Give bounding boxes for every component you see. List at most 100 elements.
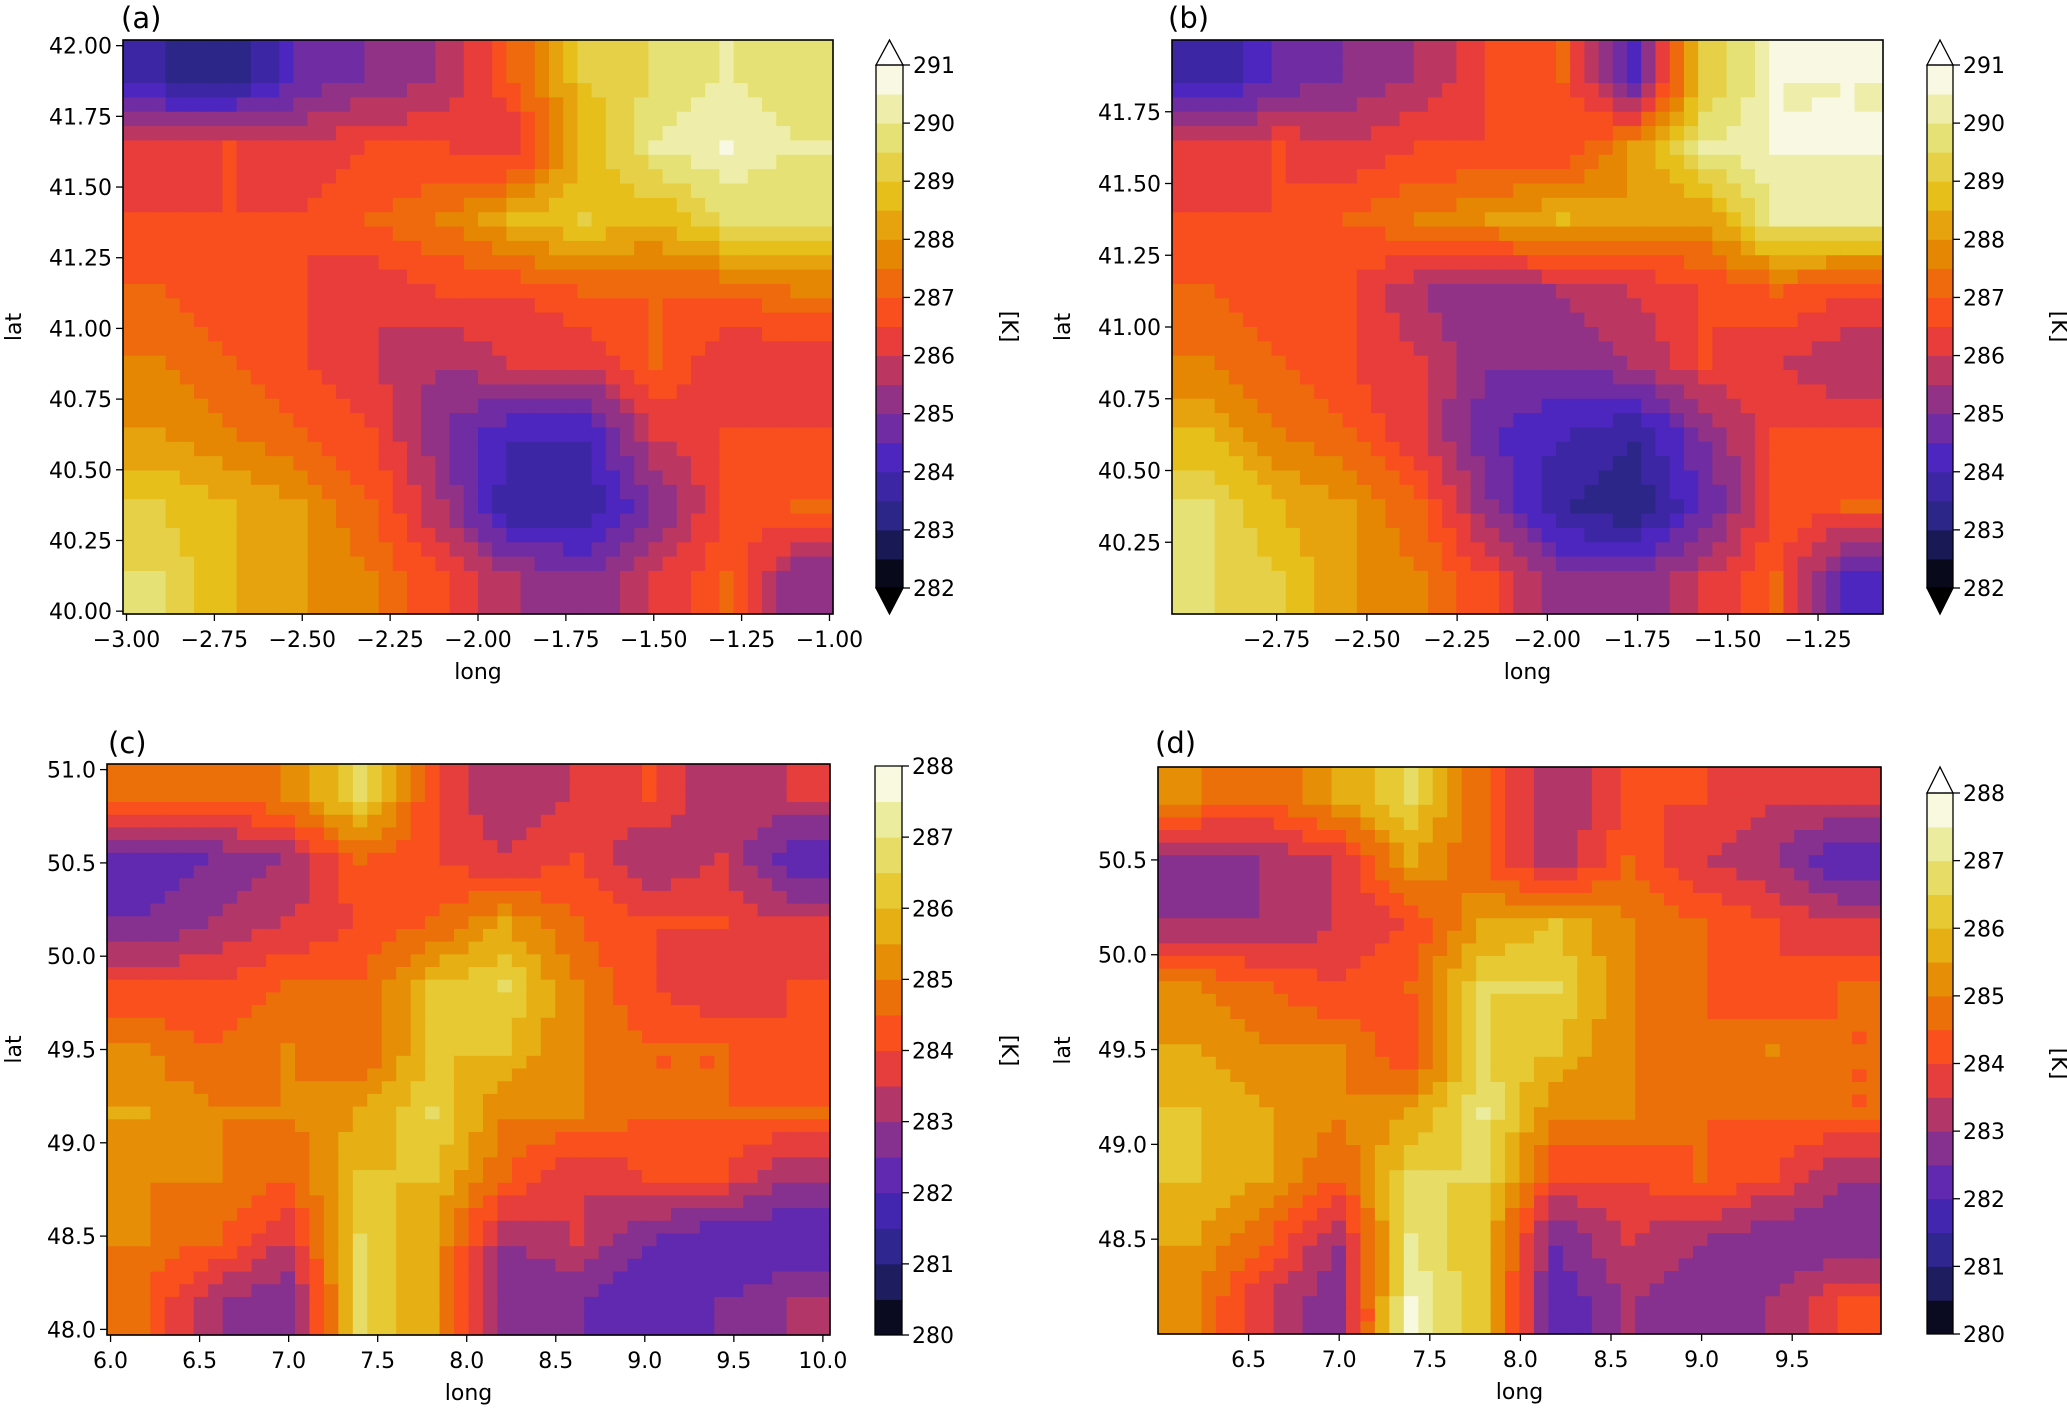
heatmap-cell <box>1683 499 1699 515</box>
heatmap-cell <box>151 556 167 572</box>
heatmap-cell <box>463 413 479 429</box>
heatmap-cell <box>1541 212 1557 228</box>
heatmap-cell <box>733 140 749 156</box>
heatmap-cell <box>250 226 266 242</box>
heatmap-cell <box>435 269 451 285</box>
heatmap-cell <box>421 456 436 472</box>
heatmap-cell <box>392 470 408 486</box>
heatmap-cell <box>378 484 394 500</box>
heatmap-cell <box>662 283 678 299</box>
heatmap-cell <box>1669 226 1685 242</box>
heatmap-cell <box>407 111 422 127</box>
heatmap-cell <box>1484 83 1500 98</box>
heatmap-cell <box>511 954 527 968</box>
heatmap-cell <box>549 484 564 500</box>
heatmap-cell <box>699 814 715 829</box>
heatmap-cell <box>1641 40 1657 55</box>
heatmap-cell <box>1797 126 1813 142</box>
heatmap-cell <box>598 928 614 943</box>
heatmap-cell <box>1427 370 1443 385</box>
heatmap-cell <box>1513 68 1529 84</box>
heatmap-cell <box>1427 570 1443 586</box>
heatmap-cell <box>747 111 763 127</box>
heatmap-cell <box>279 212 294 228</box>
heatmap-cell <box>1783 269 1799 285</box>
heatmap-cell <box>534 370 550 385</box>
heatmap-cell <box>605 355 621 371</box>
heatmap-cell <box>350 599 365 615</box>
heatmap-cell <box>463 226 479 242</box>
heatmap-cell <box>790 427 806 443</box>
heatmap-cell <box>1257 355 1273 371</box>
heatmap-cell <box>1712 484 1728 500</box>
heatmap-cell <box>307 68 323 84</box>
heatmap-cell <box>733 183 749 199</box>
heatmap-cell <box>549 154 564 170</box>
heatmap-cell <box>222 126 238 142</box>
heatmap-cell <box>164 776 180 790</box>
heatmap-cell <box>627 878 643 892</box>
heatmap-cell <box>1442 441 1457 457</box>
heatmap-cell <box>733 255 749 271</box>
heatmap-cell <box>1285 154 1301 170</box>
heatmap-cell <box>1527 441 1543 457</box>
heatmap-cell <box>1271 513 1287 529</box>
heatmap-cell <box>1698 585 1713 601</box>
heatmap-cell <box>1811 527 1827 543</box>
heatmap-cell <box>435 370 451 385</box>
heatmap-cell <box>1442 398 1457 414</box>
heatmap-cell <box>577 83 593 98</box>
heatmap-cell <box>236 111 252 127</box>
heatmap-cell <box>1598 556 1614 572</box>
heatmap-cell <box>1385 212 1401 228</box>
heatmap-cell <box>421 154 436 170</box>
heatmap-cell <box>526 840 542 854</box>
heatmap-cell <box>1783 255 1799 271</box>
heatmap-cell <box>236 556 252 572</box>
heatmap-cell <box>492 312 507 328</box>
heatmap-cell <box>605 283 621 299</box>
heatmap-cell <box>563 484 578 500</box>
heatmap-cell <box>410 941 426 955</box>
heatmap-cell <box>293 427 309 443</box>
heatmap-cell <box>1314 83 1330 98</box>
heatmap-cell <box>1826 341 1841 357</box>
heatmap-cell <box>705 212 720 228</box>
heatmap-cell <box>1627 456 1642 472</box>
heatmap-cell <box>179 269 195 285</box>
heatmap-cell <box>1328 370 1344 385</box>
heatmap-cell <box>293 226 309 242</box>
heatmap-cell <box>676 255 692 271</box>
heatmap-cell <box>463 585 479 601</box>
heatmap-cell <box>123 97 138 113</box>
heatmap-cell <box>478 585 493 601</box>
heatmap-cell <box>1328 240 1344 256</box>
heatmap-cell <box>776 341 791 357</box>
heatmap-cell <box>421 441 436 457</box>
heatmap-cell <box>336 83 351 98</box>
heatmap-cell <box>620 556 635 572</box>
heatmap-cell <box>307 255 323 271</box>
heatmap-cell <box>815 941 831 955</box>
heatmap-cell <box>1427 240 1443 256</box>
heatmap-cell <box>1698 527 1713 543</box>
heatmap-cell <box>1271 542 1287 558</box>
heatmap-cell <box>1314 312 1330 328</box>
heatmap-cell <box>1669 126 1685 142</box>
heatmap-cell <box>534 570 550 586</box>
heatmap-cell <box>222 312 238 328</box>
heatmap-cell <box>818 111 834 127</box>
heatmap-cell <box>719 456 735 472</box>
heatmap-cell <box>598 764 614 778</box>
heatmap-cell <box>676 240 692 256</box>
heatmap-cell <box>179 111 195 127</box>
heatmap-cell <box>1442 370 1457 385</box>
heatmap-cell <box>605 97 621 113</box>
heatmap-cell <box>1570 111 1585 127</box>
heatmap-cell <box>1442 327 1457 342</box>
heatmap-cell <box>449 68 465 84</box>
heatmap-cell <box>1612 212 1628 228</box>
heatmap-cell <box>627 852 643 867</box>
heatmap-cell <box>1627 83 1642 98</box>
heatmap-cell <box>1299 54 1315 70</box>
